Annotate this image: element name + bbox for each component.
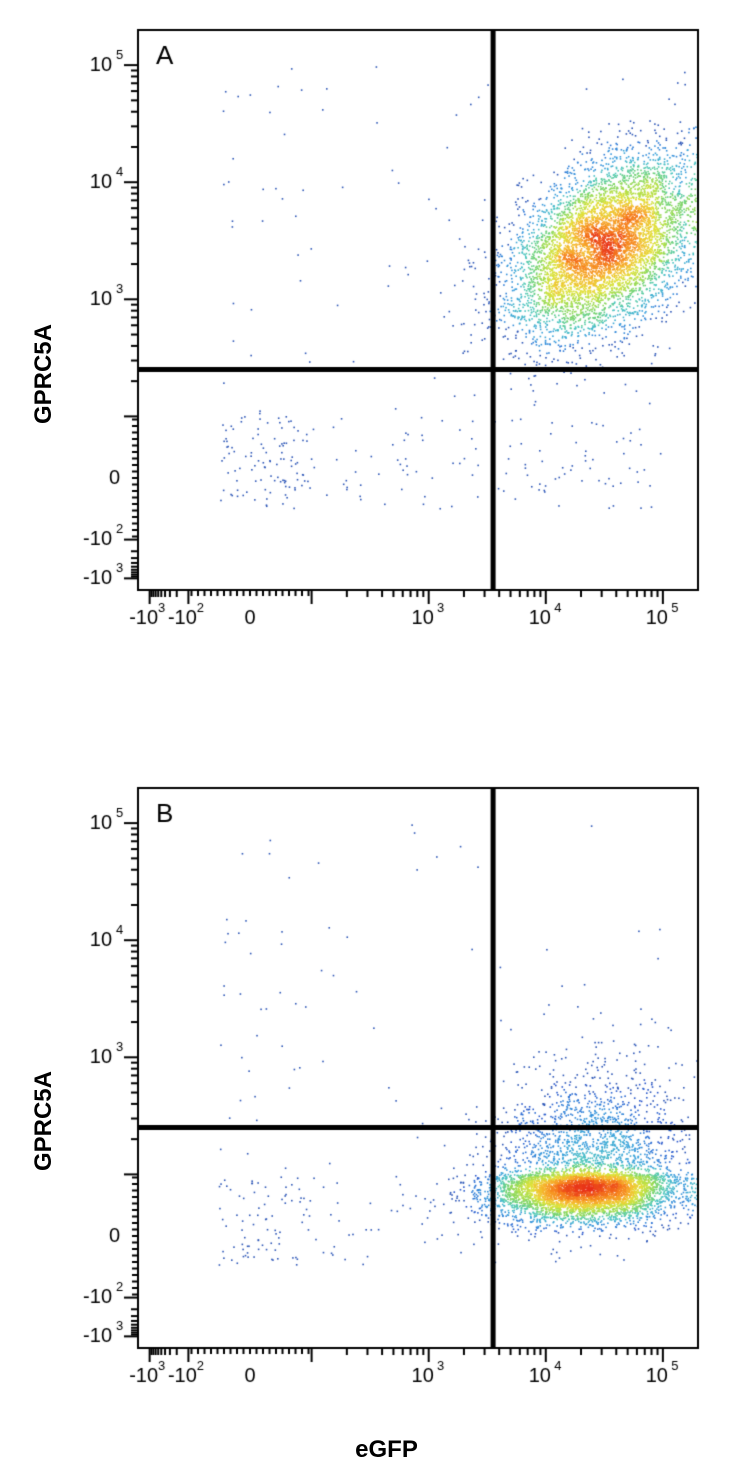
- y-axis-label-B: GPRC5A: [30, 1071, 58, 1171]
- scatter-plot-A: [66, 20, 708, 668]
- figure: GPRC5A GPRC5A eGFP: [20, 20, 717, 1464]
- x-axis-label: eGFP: [355, 1436, 418, 1464]
- scatter-plot-B: [66, 778, 708, 1426]
- y-axis-label-A: GPRC5A: [30, 324, 58, 424]
- panel-B: GPRC5A eGFP: [30, 778, 708, 1464]
- panel-A: GPRC5A: [30, 20, 708, 728]
